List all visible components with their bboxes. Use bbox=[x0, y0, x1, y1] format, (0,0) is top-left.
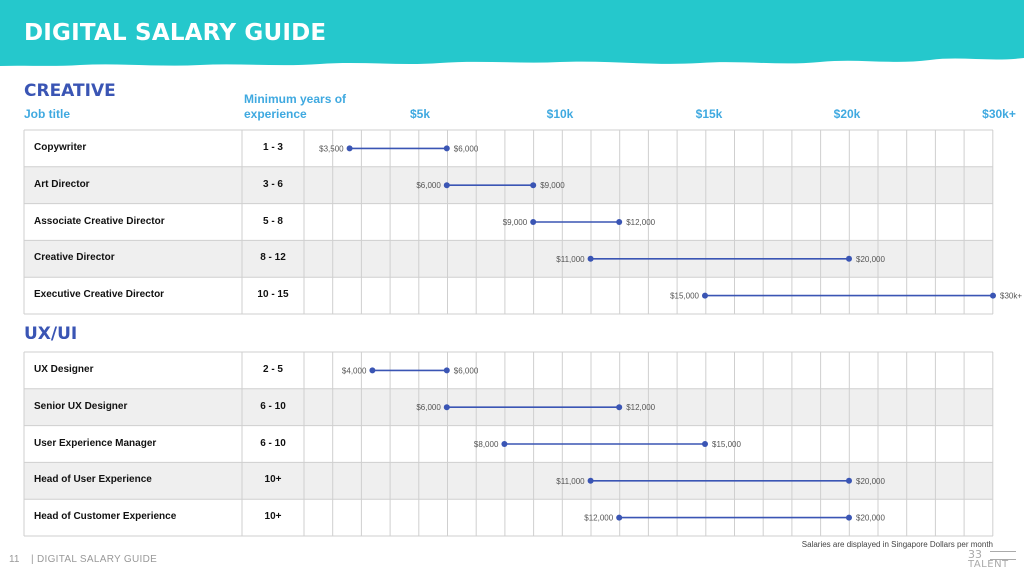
salary-max-label: $9,000 bbox=[540, 181, 565, 190]
footer-guide-title: | DIGITAL SALARY GUIDE bbox=[31, 554, 158, 565]
job-title: Executive Creative Director bbox=[34, 289, 165, 301]
axis-label: $15k bbox=[695, 107, 723, 121]
salary-min-label: $3,500 bbox=[319, 144, 344, 153]
min-years: 8 - 12 bbox=[260, 252, 286, 264]
logo-word: TALENT bbox=[968, 559, 1009, 570]
axis-label: $30k+ bbox=[982, 107, 1016, 121]
salary-min-label: $4,000 bbox=[342, 366, 367, 375]
section-title-creative: CREATIVE bbox=[24, 81, 116, 101]
salary-min-point bbox=[369, 367, 376, 374]
banner-wave bbox=[0, 0, 1024, 66]
salary-max-label: $20,000 bbox=[856, 514, 885, 523]
salary-max-point bbox=[846, 477, 852, 484]
salary-max-label: $15,000 bbox=[712, 440, 741, 449]
table-row: UX Designer 2 - 5 bbox=[24, 352, 993, 389]
table-row: User Experience Manager 6 - 10 bbox=[24, 426, 993, 463]
salary-min-point bbox=[346, 145, 353, 152]
job-title: Copywriter bbox=[34, 142, 87, 153]
min-years: 1 - 3 bbox=[262, 142, 283, 153]
salary-min-label: $9,000 bbox=[503, 218, 528, 227]
salary-min-label: $8,000 bbox=[474, 440, 499, 449]
axis-label: $5k bbox=[409, 107, 431, 121]
min-years-header-line1: Minimum years of bbox=[244, 92, 347, 106]
salary-max-label: $6,000 bbox=[454, 144, 479, 153]
axis-label: $10k bbox=[546, 107, 574, 121]
salary-max-label: $12,000 bbox=[626, 403, 655, 412]
table-row: Associate Creative Director 5 - 8 bbox=[24, 204, 993, 241]
salary-min-label: $11,000 bbox=[556, 477, 585, 486]
salary-max-point bbox=[702, 441, 708, 447]
page-number: 11 bbox=[9, 554, 20, 565]
job-title: Head of User Experience bbox=[34, 474, 152, 486]
salary-min-point bbox=[702, 292, 708, 299]
section-title-ux-ui: UX/UI bbox=[24, 324, 78, 344]
salary-max-point bbox=[990, 292, 996, 299]
page-title: DIGITAL SALARY GUIDE bbox=[24, 20, 327, 46]
header-banner: DIGITAL SALARY GUIDE bbox=[0, 0, 1024, 78]
salary-min-point bbox=[530, 219, 537, 225]
logo-number: 33 bbox=[968, 548, 982, 561]
salary-min-point bbox=[587, 477, 594, 484]
salary-max-label: $30k+ bbox=[1000, 292, 1022, 301]
job-title: Art Director bbox=[34, 178, 90, 190]
salary-min-point bbox=[443, 182, 450, 189]
job-title-header: Job title bbox=[24, 107, 71, 121]
salary-min-point bbox=[443, 404, 450, 411]
salary-min-point bbox=[501, 441, 508, 447]
salary-min-label: $6,000 bbox=[416, 181, 441, 190]
min-years: 6 - 10 bbox=[260, 400, 286, 412]
salary-max-point bbox=[616, 404, 623, 411]
min-years: 6 - 10 bbox=[260, 437, 286, 449]
salary-max-point bbox=[846, 255, 852, 262]
min-years: 10+ bbox=[264, 511, 282, 523]
salary-max-point bbox=[616, 219, 623, 225]
job-title: Creative Director bbox=[34, 252, 115, 264]
salary-max-label: $6,000 bbox=[454, 366, 479, 375]
salary-max-point bbox=[443, 145, 450, 152]
job-title: Head of Customer Experience bbox=[34, 511, 177, 523]
job-title: Senior UX Designer bbox=[34, 400, 128, 412]
salary-min-label: $12,000 bbox=[584, 514, 613, 523]
min-years: 3 - 6 bbox=[262, 178, 283, 190]
salary-min-point bbox=[616, 514, 623, 521]
min-years-header-line2: experience bbox=[244, 107, 307, 121]
min-years: 5 - 8 bbox=[262, 215, 283, 227]
table-row: Copywriter 1 - 3 bbox=[24, 130, 993, 167]
salary-max-label: $12,000 bbox=[626, 218, 655, 227]
currency-note: Salaries are displayed in Singapore Doll… bbox=[801, 540, 993, 549]
brand-logo: 33 TALENT bbox=[968, 548, 1020, 572]
table-row: Head of Customer Experience 10+ bbox=[24, 499, 993, 536]
axis-label: $20k bbox=[833, 107, 861, 121]
min-years: 2 - 5 bbox=[262, 364, 283, 375]
salary-max-point bbox=[443, 367, 450, 374]
min-years: 10+ bbox=[264, 474, 282, 486]
salary-max-point bbox=[530, 182, 537, 189]
salary-min-label: $11,000 bbox=[556, 255, 585, 264]
job-title: Associate Creative Director bbox=[34, 215, 165, 227]
job-title: User Experience Manager bbox=[34, 437, 157, 449]
salary-max-label: $20,000 bbox=[856, 255, 885, 264]
table-row: Executive Creative Director 10 - 15 bbox=[24, 277, 993, 314]
min-years: 10 - 15 bbox=[257, 289, 289, 301]
salary-max-label: $20,000 bbox=[856, 477, 885, 486]
salary-min-label: $15,000 bbox=[670, 292, 699, 301]
salary-min-point bbox=[587, 255, 594, 262]
salary-min-label: $6,000 bbox=[416, 403, 441, 412]
salary-max-point bbox=[846, 514, 852, 521]
job-title: UX Designer bbox=[34, 364, 94, 375]
logo-lines-icon bbox=[990, 551, 1016, 560]
